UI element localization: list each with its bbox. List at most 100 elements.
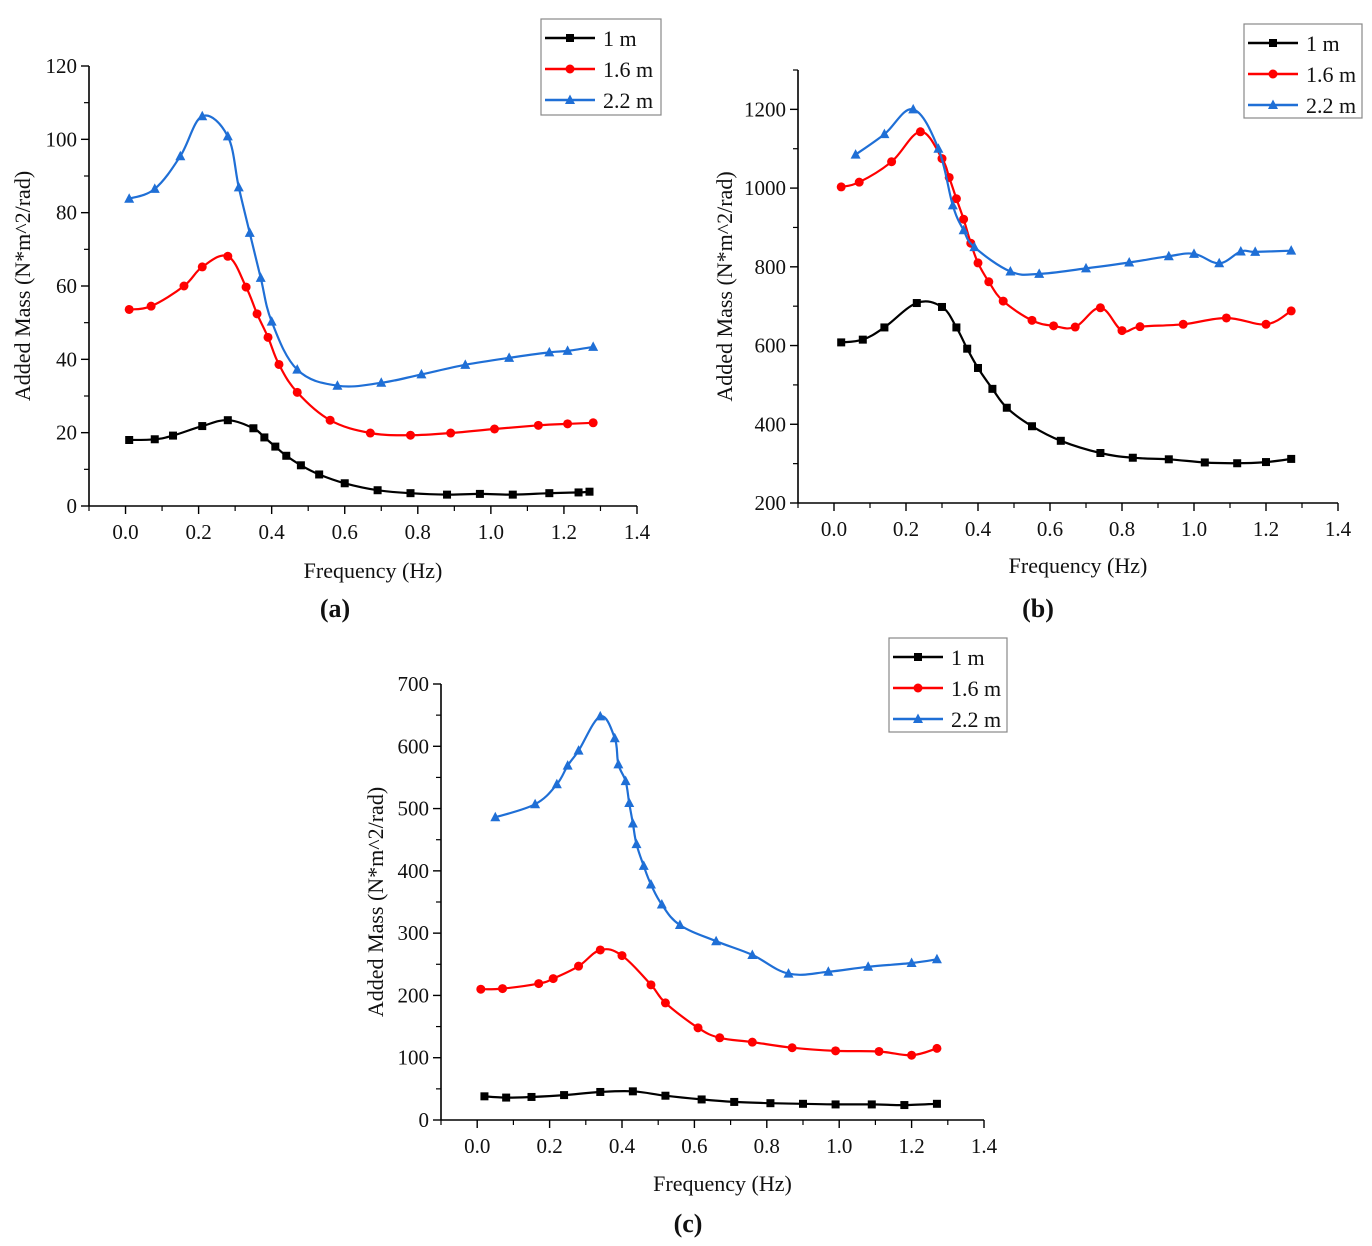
data-point bbox=[223, 251, 233, 261]
y-axis-title: Added Mass (N*m^2/rad) bbox=[10, 171, 35, 401]
data-point bbox=[595, 710, 606, 721]
data-point bbox=[533, 420, 543, 430]
data-point bbox=[973, 258, 983, 268]
data-point bbox=[674, 919, 685, 930]
x-tick-label: 0.6 bbox=[332, 520, 358, 544]
legend-label: 2.2 m bbox=[603, 88, 653, 113]
data-point bbox=[124, 193, 135, 203]
data-point bbox=[274, 359, 284, 369]
x-tick-label: 0.0 bbox=[112, 520, 138, 544]
data-point bbox=[197, 262, 207, 272]
x-tick-label: 0.8 bbox=[754, 1134, 780, 1158]
series-1-6-m bbox=[476, 945, 942, 1060]
data-point bbox=[1095, 303, 1105, 313]
data-point bbox=[932, 1099, 941, 1108]
y-tick-label: 120 bbox=[46, 54, 78, 78]
data-point bbox=[596, 1087, 605, 1096]
data-point bbox=[315, 470, 324, 479]
data-point bbox=[1262, 458, 1270, 467]
data-point bbox=[1135, 322, 1145, 332]
y-tick-label: 800 bbox=[755, 255, 787, 279]
series-line bbox=[840, 130, 1292, 333]
data-point bbox=[1049, 321, 1059, 331]
data-point bbox=[1178, 319, 1188, 329]
data-point bbox=[609, 732, 620, 743]
data-point bbox=[197, 110, 208, 121]
x-tick-label: 1.0 bbox=[1181, 517, 1207, 541]
x-tick-label: 0.4 bbox=[259, 520, 286, 544]
data-point bbox=[931, 953, 942, 964]
data-point bbox=[1056, 436, 1065, 445]
data-point bbox=[548, 974, 558, 984]
data-point bbox=[574, 961, 584, 971]
data-point bbox=[534, 979, 544, 989]
data-point bbox=[260, 433, 269, 442]
data-point bbox=[498, 984, 508, 994]
series-1-m bbox=[125, 416, 594, 499]
data-point bbox=[595, 945, 605, 955]
data-point bbox=[947, 199, 958, 210]
data-point bbox=[325, 415, 335, 425]
data-point bbox=[292, 364, 303, 374]
legend-marker bbox=[565, 64, 575, 74]
data-point bbox=[574, 488, 583, 497]
data-point bbox=[1124, 256, 1135, 267]
data-point bbox=[562, 345, 573, 355]
data-point bbox=[563, 419, 573, 429]
data-point bbox=[475, 489, 484, 498]
legend-label: 1 m bbox=[603, 26, 637, 51]
data-point bbox=[969, 241, 980, 252]
legend-marker bbox=[1268, 69, 1278, 79]
x-tick-label: 1.4 bbox=[1325, 517, 1352, 541]
data-point bbox=[545, 489, 554, 498]
y-tick-label: 100 bbox=[46, 127, 78, 151]
y-tick-label: 700 bbox=[398, 672, 430, 696]
data-point bbox=[146, 301, 156, 311]
x-tick-label: 0.4 bbox=[965, 517, 992, 541]
chart-panel-a: 0.0 0.2 0.4 0.6 0.8 1.0 1.2 1.4 0 20 40 60 80 100 120 F… bbox=[10, 18, 662, 623]
data-point bbox=[613, 758, 624, 769]
y-tick-label: 600 bbox=[398, 734, 430, 758]
data-point bbox=[416, 368, 427, 379]
y-tick-label: 400 bbox=[398, 859, 430, 883]
x-tick-label: 0.4 bbox=[609, 1134, 636, 1158]
data-point bbox=[900, 1101, 909, 1110]
data-point bbox=[912, 299, 921, 308]
y-tick-label: 0 bbox=[67, 494, 78, 518]
data-point bbox=[585, 487, 594, 496]
data-point bbox=[984, 277, 994, 287]
panel-label: (a) bbox=[320, 594, 350, 623]
chart-panel-c: 0.0 0.2 0.4 0.6 0.8 1.0 1.2 1.4 0 100 200 300 400 500… bbox=[363, 637, 1008, 1238]
series-line bbox=[841, 300, 1292, 465]
data-point bbox=[1002, 403, 1011, 412]
data-point bbox=[1287, 454, 1296, 463]
x-tick-label: 1.0 bbox=[826, 1134, 852, 1158]
data-point bbox=[963, 344, 972, 353]
data-point bbox=[938, 302, 946, 311]
data-point bbox=[373, 486, 382, 495]
data-point bbox=[1286, 306, 1296, 316]
legend-label: 2.2 m bbox=[951, 707, 1001, 732]
legend-label: 1.6 m bbox=[603, 57, 653, 82]
data-point bbox=[880, 323, 889, 332]
data-point bbox=[573, 745, 584, 755]
data-point bbox=[460, 359, 471, 369]
data-point bbox=[530, 798, 541, 809]
series-1-m bbox=[837, 299, 1296, 468]
data-point bbox=[223, 416, 232, 425]
x-tick-label: 0.2 bbox=[185, 520, 211, 544]
data-point bbox=[1128, 453, 1137, 462]
x-tick-label: 1.2 bbox=[898, 1134, 924, 1158]
x-tick-label: 0.6 bbox=[1037, 517, 1063, 541]
data-point bbox=[175, 150, 186, 161]
series-2-2-m bbox=[850, 103, 1297, 278]
data-point bbox=[628, 1087, 637, 1096]
legend-marker bbox=[1269, 39, 1277, 47]
x-tick-label: 0.8 bbox=[405, 520, 431, 544]
legend: 1 m 1.6 m 2.2 m bbox=[1243, 23, 1363, 119]
legend-label: 2.2 m bbox=[1306, 93, 1356, 118]
series-1-m bbox=[480, 1087, 941, 1110]
data-point bbox=[874, 1046, 884, 1056]
data-point bbox=[169, 431, 178, 440]
data-point bbox=[959, 214, 969, 224]
